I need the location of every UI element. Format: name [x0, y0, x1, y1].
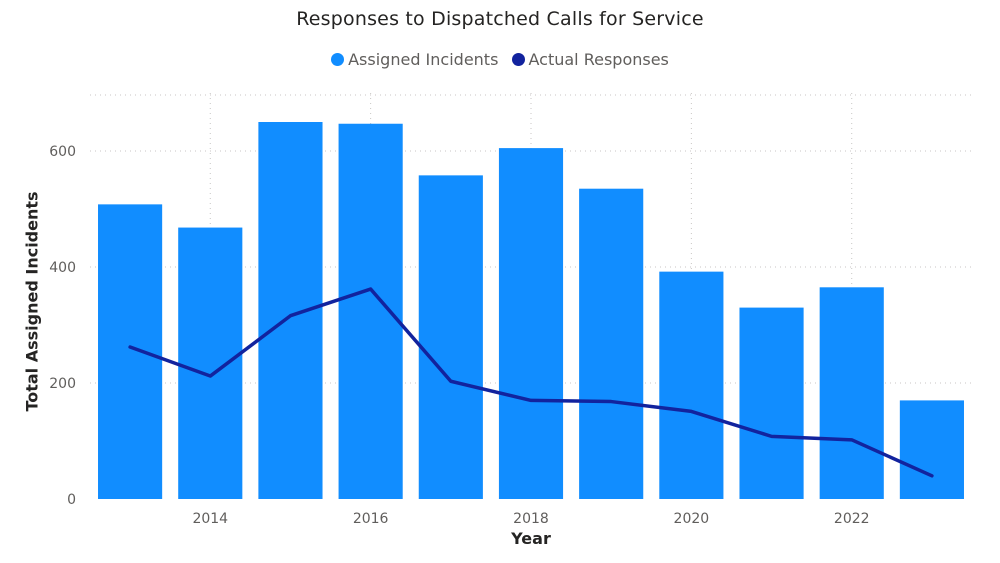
chart-title: Responses to Dispatched Calls for Servic…: [296, 8, 704, 30]
bar-2023: [899, 400, 964, 499]
y-tick-label-200: 200: [49, 376, 76, 392]
y-tick-label-600: 600: [49, 144, 76, 160]
y-tick-label-0: 0: [67, 492, 76, 508]
bar-2013: [98, 204, 163, 500]
bar-2020: [659, 271, 724, 499]
bar-2017: [418, 175, 483, 500]
bar-2016: [338, 123, 403, 500]
x-axis-label: Year: [511, 529, 551, 548]
x-tick-label-2014: 2014: [192, 511, 228, 527]
legend-label-actual-responses: Actual Responses: [528, 50, 669, 69]
x-axis-ticks: 2014 2016 2018 2020 2022: [192, 511, 869, 527]
y-axis-ticks: 0 200 400 600: [49, 144, 76, 508]
bar-2022: [819, 287, 884, 499]
bar-2015: [258, 122, 323, 499]
x-tick-label-2020: 2020: [674, 511, 710, 527]
bar-2018: [498, 148, 564, 499]
legend-marker-assigned-incidents: [331, 53, 345, 66]
line-series-actual-responses: [128, 287, 934, 478]
bar-series-assigned-incidents: [98, 122, 964, 500]
bar-2014: [178, 227, 243, 499]
x-tick-label-2016: 2016: [353, 511, 389, 527]
x-tick-label-2022: 2022: [834, 511, 870, 527]
x-tick-label-2018: 2018: [513, 511, 549, 527]
y-axis-label: Total Assigned Incidents: [22, 191, 42, 412]
legend-item-actual-responses[interactable]: Actual Responses: [511, 50, 669, 69]
legend-item-assigned-incidents[interactable]: Assigned Incidents: [331, 50, 498, 69]
legend-marker-actual-responses: [511, 53, 525, 66]
y-tick-label-400: 400: [49, 260, 76, 276]
bar-2021: [739, 307, 804, 499]
legend: Assigned Incidents Actual Responses: [0, 50, 1000, 70]
legend-label-assigned-incidents: Assigned Incidents: [348, 50, 499, 69]
bar-2019: [579, 188, 644, 499]
